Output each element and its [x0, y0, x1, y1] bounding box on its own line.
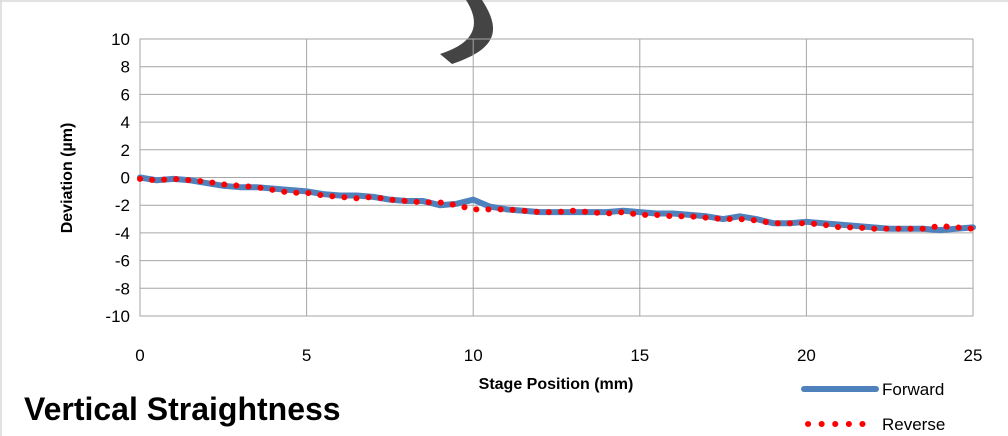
- y-tick-label: 4: [121, 113, 130, 132]
- legend-item-reverse: Reverse: [805, 415, 945, 434]
- y-tick-label: 6: [121, 85, 130, 104]
- x-tick-labels: 0 5 10 15 20 25: [135, 346, 982, 365]
- x-tick-label: 5: [302, 346, 311, 365]
- chart-title: Vertical Straightness: [24, 391, 341, 427]
- series-forward-line: [137, 174, 976, 234]
- y-tick-label: -4: [115, 224, 130, 243]
- y-tick-label: 10: [111, 30, 130, 49]
- y-axis-title: Deviation (µm): [59, 123, 76, 234]
- series-layer: [137, 174, 976, 234]
- y-tick-label: 0: [121, 169, 130, 188]
- y-tick-labels: 10 8 6 4 2 0 -2 -4 -6 -8 -10: [105, 30, 130, 326]
- x-tick-label: 15: [630, 346, 649, 365]
- y-tick-label: -6: [115, 252, 130, 271]
- legend-reverse-label: Reverse: [882, 415, 945, 434]
- y-tick-label: -2: [115, 196, 130, 215]
- x-tick-label: 20: [797, 346, 816, 365]
- y-tick-label: 8: [121, 58, 130, 77]
- y-tick-label: -10: [105, 307, 130, 326]
- x-axis-title: Stage Position (mm): [479, 376, 634, 393]
- y-tick-label: 2: [121, 141, 130, 160]
- grid-layer: [139, 38, 974, 317]
- legend-forward-label: Forward: [882, 380, 944, 399]
- x-tick-label: 10: [464, 346, 483, 365]
- legend: Forward Reverse: [801, 380, 945, 434]
- watermark-stroke: [440, 0, 494, 64]
- x-tick-label: 0: [135, 346, 144, 365]
- legend-item-forward: Forward: [801, 380, 944, 399]
- x-tick-label: 25: [964, 346, 983, 365]
- y-tick-label: -8: [115, 279, 130, 298]
